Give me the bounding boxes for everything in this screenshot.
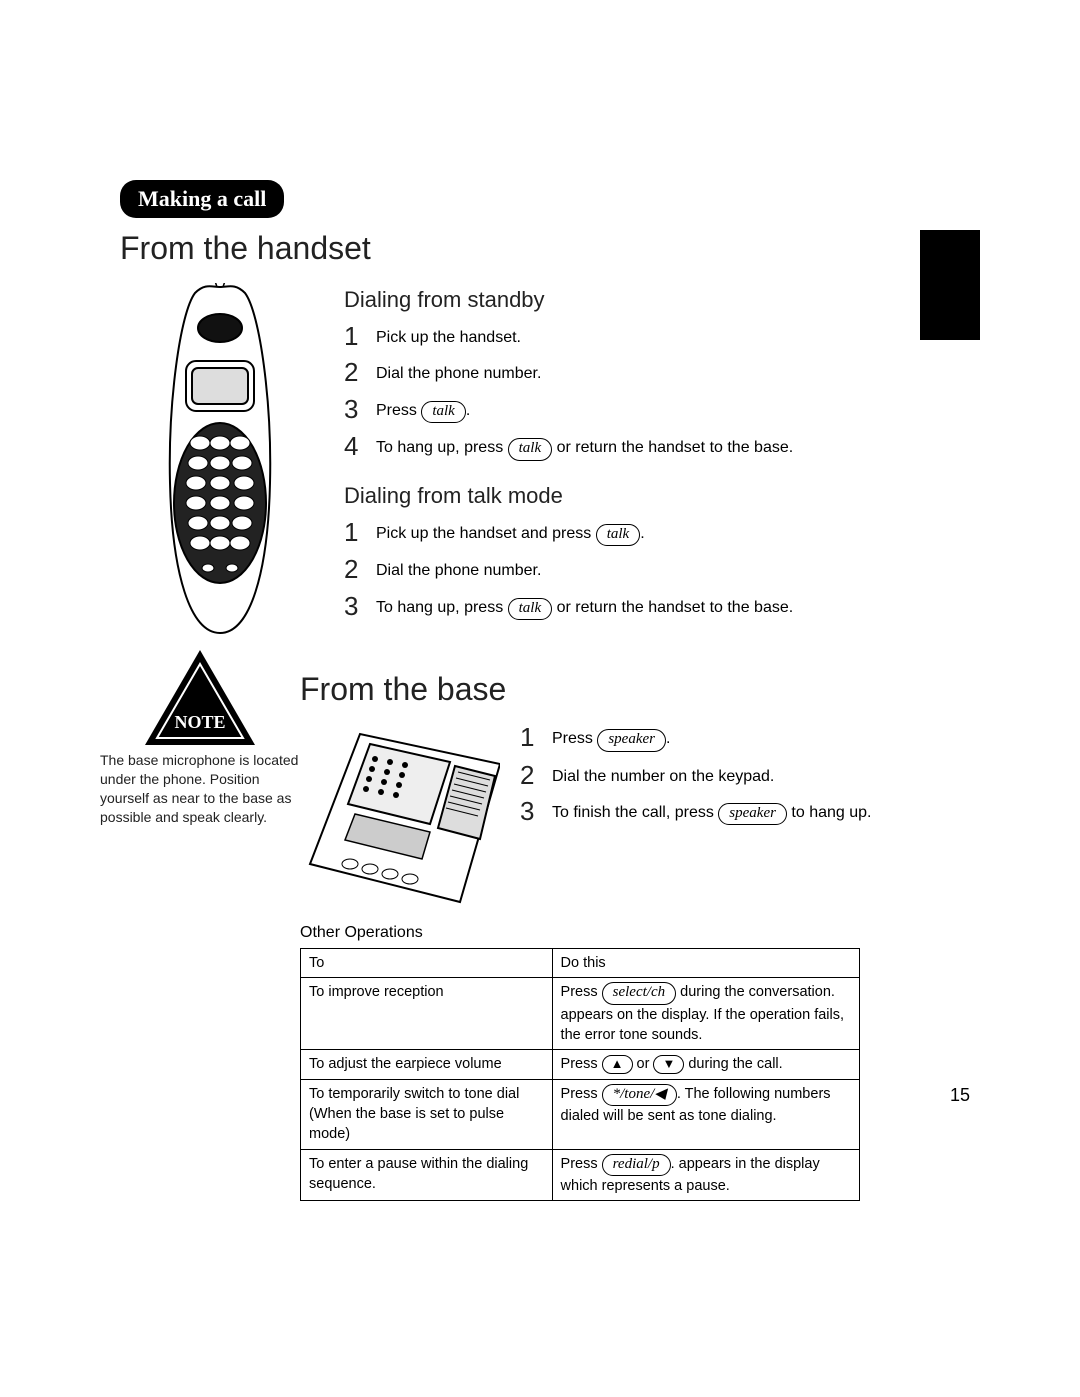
step-text: Dial the phone number. (376, 556, 541, 582)
table-cell-do: Press */tone/◀. The following numbers di… (552, 1079, 859, 1149)
heading-from-handset: From the handset (120, 230, 940, 267)
step-number: 3 (520, 798, 542, 824)
table-row: To improve receptionPress select/ch duri… (301, 978, 860, 1050)
thumb-tab (920, 230, 980, 340)
step-text: Pick up the handset and press talk. (376, 519, 645, 547)
instruction-step: 1 Press speaker. (520, 724, 940, 752)
step-text: Press talk. (376, 396, 470, 424)
other-operations-title: Other Operations (300, 924, 940, 942)
instruction-step: 4 To hang up, press talk or return the ha… (344, 433, 940, 461)
note-block: NOTE The base microphone is located unde… (100, 650, 300, 827)
table-header-do: Do this (552, 949, 859, 978)
section-pill: Making a call (120, 180, 284, 218)
step-number: 4 (344, 433, 366, 459)
instruction-step: 1 Pick up the handset and press talk. (344, 519, 940, 547)
step-number: 3 (344, 593, 366, 619)
table-cell-do: Press redial/p. appears in the display w… (552, 1149, 859, 1201)
note-text: The base microphone is located under the… (100, 751, 300, 827)
table-cell-to: To improve reception (301, 978, 553, 1050)
keycap--tone-: */tone/◀ (602, 1084, 677, 1107)
table-cell-do: Press select/ch during the conversation.… (552, 978, 859, 1050)
instruction-step: 2 Dial the phone number. (344, 556, 940, 582)
base-illustration (300, 724, 500, 904)
note-label: NOTE (145, 712, 255, 733)
keycap-talk: talk (421, 401, 466, 424)
keycap-select-ch: select/ch (602, 982, 676, 1005)
keycap-talk: talk (508, 598, 553, 621)
heading-from-base: From the base (300, 671, 940, 708)
keycap-talk: talk (508, 438, 553, 461)
instruction-step: 1 Pick up the handset. (344, 323, 940, 349)
keycap-up-icon: ▲ (602, 1055, 633, 1074)
step-number: 2 (520, 762, 542, 788)
table-cell-to: To enter a pause within the dialing sequ… (301, 1149, 553, 1201)
step-text: To finish the call, press speaker to han… (552, 798, 871, 826)
table-row: To temporarily switch to tone dial (When… (301, 1079, 860, 1149)
step-number: 1 (344, 323, 366, 349)
table-cell-do: Press ▲ or ▼ during the call. (552, 1050, 859, 1079)
step-number: 2 (344, 359, 366, 385)
table-row: To adjust the earpiece volumePress ▲ or … (301, 1050, 860, 1079)
table-header-to: To (301, 949, 553, 978)
table-cell-to: To adjust the earpiece volume (301, 1050, 553, 1079)
subtitle-talkmode: Dialing from talk mode (344, 483, 940, 509)
note-icon: NOTE (145, 650, 255, 745)
step-text: Pick up the handset. (376, 323, 521, 349)
step-number: 1 (344, 519, 366, 545)
keycap-redial-p: redial/p (602, 1154, 671, 1177)
other-operations: Other Operations To Do this To improve r… (300, 924, 940, 1201)
step-number: 2 (344, 556, 366, 582)
instruction-step: 3 To finish the call, press speaker to ha… (520, 798, 940, 826)
page-content: Making a call From the handset (120, 180, 940, 1201)
step-text: Dial the phone number. (376, 359, 541, 385)
keycap-speaker: speaker (597, 729, 666, 752)
instruction-step: 2 Dial the number on the keypad. (520, 762, 940, 788)
page-number: 15 (950, 1085, 970, 1106)
step-number: 1 (520, 724, 542, 750)
table-row: To enter a pause within the dialing sequ… (301, 1149, 860, 1201)
keycap-speaker: speaker (718, 803, 787, 826)
instruction-step: 3 Press talk. (344, 396, 940, 424)
handset-illustration (120, 283, 320, 643)
step-text: To hang up, press talk or return the han… (376, 593, 793, 621)
step-number: 3 (344, 396, 366, 422)
keycap-down-icon: ▼ (653, 1055, 684, 1074)
step-text: To hang up, press talk or return the han… (376, 433, 793, 461)
other-operations-table: To Do this To improve receptionPress sel… (300, 948, 860, 1201)
instruction-step: 2 Dial the phone number. (344, 359, 940, 385)
instruction-step: 3 To hang up, press talk or return the ha… (344, 593, 940, 621)
keycap-talk: talk (596, 524, 641, 547)
step-text: Dial the number on the keypad. (552, 762, 774, 788)
table-cell-to: To temporarily switch to tone dial (When… (301, 1079, 553, 1149)
subtitle-standby: Dialing from standby (344, 287, 940, 313)
step-text: Press speaker. (552, 724, 670, 752)
